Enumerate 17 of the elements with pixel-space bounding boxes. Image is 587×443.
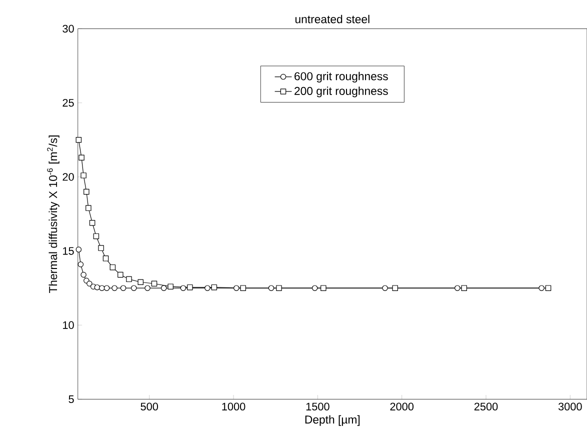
x-tick-label: 2500 <box>474 402 498 411</box>
x-tick-label: 500 <box>140 402 158 411</box>
legend-label: 600 grit roughness <box>294 72 388 83</box>
x-tick-label: 1000 <box>222 402 246 411</box>
x-tick-label: 1500 <box>306 402 330 411</box>
x-tick-label: 3000 <box>558 402 582 411</box>
y-tick-label: 5 <box>68 396 74 404</box>
chart-title: untreated steel <box>295 14 370 24</box>
x-axis-title: Depth [µm] <box>305 415 360 426</box>
y-tick-label: 20 <box>62 173 74 181</box>
y-tick-label: 15 <box>63 247 74 255</box>
y-tick-label: 10 <box>63 321 74 330</box>
legend-label: 200 grit roughness <box>294 86 388 98</box>
y-tick-label: 30 <box>62 24 74 33</box>
y-tick-label: 25 <box>62 99 74 107</box>
y-axis-title: Thermal diffusivity X 10$^{-6}$ [m$^{2}$/s] <box>47 136 60 294</box>
x-tick-label: 2000 <box>390 402 414 411</box>
